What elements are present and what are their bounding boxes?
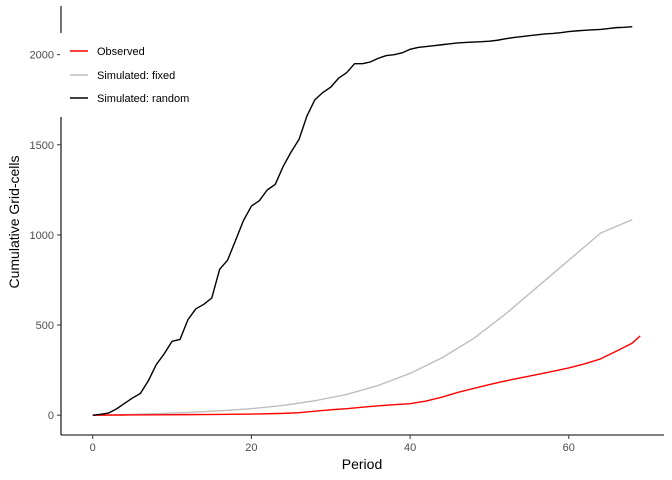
y-tick-label: 1000 [30, 230, 54, 242]
x-tick-label: 0 [90, 442, 96, 454]
y-axis-ticks: 0 500 1000 1500 2000 [30, 50, 61, 422]
series-line-simulated-random [92, 26, 633, 416]
legend-label-simulated-random: Simulated: random [97, 93, 189, 105]
legend-label-simulated-fixed: Simulated: fixed [97, 70, 175, 82]
y-tick-label: 1500 [30, 140, 54, 152]
x-axis-title: Period [342, 456, 382, 472]
x-axis-ticks: 0 20 40 60 [90, 435, 575, 454]
x-tick-label: 60 [563, 442, 575, 454]
legend-item-observed: Observed [70, 46, 145, 58]
legend-item-simulated-fixed: Simulated: fixed [70, 70, 175, 82]
plot-area: 0 20 40 60 0 500 1000 1500 2000 [30, 6, 664, 454]
series-line-observed [92, 335, 641, 416]
legend-item-simulated-random: Simulated: random [70, 93, 189, 105]
x-tick-label: 20 [245, 442, 257, 454]
y-tick-label: 500 [36, 320, 54, 332]
series-lines [92, 26, 641, 416]
legend: Observed Simulated: fixed Simulated: ran… [60, 33, 230, 117]
legend-label-observed: Observed [97, 46, 145, 58]
y-tick-label: 0 [48, 410, 54, 422]
y-axis-title: Cumulative Grid-cells [6, 155, 22, 288]
series-line-simulated-fixed [92, 218, 633, 416]
x-tick-label: 40 [404, 442, 416, 454]
y-tick-label: 2000 [30, 50, 54, 62]
legend-background [60, 33, 230, 117]
